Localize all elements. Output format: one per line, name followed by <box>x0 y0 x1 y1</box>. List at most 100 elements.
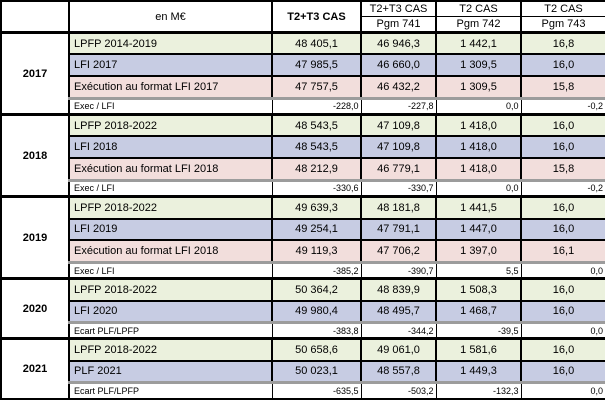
year-cell: 2021 <box>0 337 70 400</box>
row-label: LPFP 2014-2019 <box>68 31 273 56</box>
value-cell: 48 212,9 <box>271 157 362 182</box>
row-label: Exécution au format LFI 2018 <box>68 239 273 264</box>
year-cell: 2019 <box>0 195 70 280</box>
value-cell: -228,0 <box>271 96 362 116</box>
row-label: LPFP 2018-2022 <box>68 113 273 138</box>
value-cell: 16,0 <box>520 113 605 138</box>
row-label: Exécution au format LFI 2017 <box>68 75 273 100</box>
value-cell: -385,2 <box>271 260 362 280</box>
value-cell: 0,0 <box>435 96 522 116</box>
row-label: LFI 2020 <box>68 299 273 324</box>
table-row: 2017 LPFP 2014-2019 48 405,1 46 946,3 1 … <box>0 30 605 116</box>
value-cell: 1 418,0 <box>435 157 522 182</box>
value-cell: 1 468,7 <box>435 299 522 324</box>
value-cell: 47 109,8 <box>360 135 437 160</box>
row-label: Exec / LFI <box>68 96 273 116</box>
value-cell: 48 839,9 <box>360 277 437 302</box>
value-cell: 16,0 <box>520 195 605 220</box>
value-cell: -390,7 <box>360 260 437 280</box>
col-header-pgm743-line2: Pgm 743 <box>520 16 605 34</box>
col-header-pgm742-line1: T2 CAS <box>435 0 522 17</box>
value-cell: 16,0 <box>520 217 605 242</box>
table-row-delta: Ecart PLF/LPFP -635,5 -503,2 -132,3 0,0 <box>1 381 605 400</box>
value-cell: 15,8 <box>520 75 605 100</box>
corner-cell <box>0 0 70 34</box>
value-cell: 46 432,2 <box>360 75 437 100</box>
value-cell: 1 441,5 <box>435 195 522 220</box>
value-cell: -330,6 <box>271 178 362 198</box>
value-cell: 1 309,5 <box>435 53 522 78</box>
row-label: LPFP 2018-2022 <box>68 195 273 220</box>
table-row: 2018 LPFP 2018-2022 48 543,5 47 109,8 1 … <box>0 113 605 198</box>
value-cell: 49 254,1 <box>271 217 362 242</box>
value-cell: -330,7 <box>360 178 437 198</box>
value-cell: 47 706,2 <box>360 239 437 264</box>
value-cell: 1 418,0 <box>435 113 522 138</box>
value-cell: 16,0 <box>520 299 605 324</box>
row-label: LFI 2019 <box>68 217 273 242</box>
value-cell: 16,0 <box>520 135 605 160</box>
value-cell: 0,0 <box>435 178 522 198</box>
col-header-pgm741-line2: Pgm 741 <box>360 16 437 34</box>
value-cell: 5,5 <box>435 260 522 280</box>
value-cell: 16,0 <box>520 277 605 302</box>
value-cell: -132,3 <box>435 381 522 400</box>
value-cell: -39,5 <box>435 320 522 340</box>
col-header-t2t3-cas: T2+T3 CAS <box>271 0 362 34</box>
table-row-delta: Exec / LFI -330,6 -330,7 0,0 -0,2 <box>1 178 605 198</box>
value-cell: 47 757,5 <box>271 75 362 100</box>
row-label: LFI 2018 <box>68 135 273 160</box>
value-cell: 49 639,3 <box>271 195 362 220</box>
table-row-delta: Ecart PLF/LPFP -383,8 -344,2 -39,5 0,0 <box>1 320 605 340</box>
year-cell: 2017 <box>0 30 70 116</box>
value-cell: -227,8 <box>360 96 437 116</box>
value-cell: -0,2 <box>520 96 605 116</box>
year-cell: 2020 <box>0 277 70 340</box>
col-header-pgm741-line1: T2+T3 CAS <box>360 0 437 17</box>
value-cell: 50 658,6 <box>271 337 362 362</box>
row-label: Exec / LFI <box>68 178 273 198</box>
value-cell: 1 309,5 <box>435 75 522 100</box>
value-cell: 48 557,8 <box>360 359 437 384</box>
year-cell: 2018 <box>0 113 70 198</box>
value-cell: 16,0 <box>520 359 605 384</box>
row-label: LPFP 2018-2022 <box>68 337 273 362</box>
value-cell: 0,0 <box>520 320 605 340</box>
value-cell: 16,8 <box>520 31 605 56</box>
value-cell: 48 543,5 <box>271 135 362 160</box>
value-cell: 16,0 <box>520 53 605 78</box>
value-cell: 50 023,1 <box>271 359 362 384</box>
value-cell: 15,8 <box>520 157 605 182</box>
value-cell: 1 508,3 <box>435 277 522 302</box>
value-cell: 48 495,7 <box>360 299 437 324</box>
value-cell: 49 119,3 <box>271 239 362 264</box>
value-cell: 0,0 <box>520 260 605 280</box>
table-row: LFI 2019 49 254,1 47 791,1 1 447,0 16,0 <box>1 217 605 242</box>
value-cell: -635,5 <box>271 381 362 400</box>
table-row: LFI 2020 49 980,4 48 495,7 1 468,7 16,0 <box>1 299 605 324</box>
value-cell: 1 581,6 <box>435 337 522 362</box>
value-cell: 0,0 <box>520 381 605 400</box>
value-cell: 49 980,4 <box>271 299 362 324</box>
row-label: PLF 2021 <box>68 359 273 384</box>
table-row: 2021 LPFP 2018-2022 50 658,6 49 061,0 1 … <box>0 337 605 400</box>
table-row-delta: Exec / LFI -228,0 -227,8 0,0 -0,2 <box>1 96 605 116</box>
value-cell: 1 442,1 <box>435 31 522 56</box>
row-label: Exécution au format LFI 2018 <box>68 157 273 182</box>
table-row: 2019 LPFP 2018-2022 49 639,3 48 181,8 1 … <box>0 195 605 280</box>
value-cell: 47 791,1 <box>360 217 437 242</box>
value-cell: 46 660,0 <box>360 53 437 78</box>
unit-header: en M€ <box>68 0 273 34</box>
value-cell: 50 364,2 <box>271 277 362 302</box>
table-row-delta: Exec / LFI -385,2 -390,7 5,5 0,0 <box>1 260 605 280</box>
table-row: Exécution au format LFI 2018 48 212,9 46… <box>1 157 605 182</box>
value-cell: 47 109,8 <box>360 113 437 138</box>
value-cell: 46 779,1 <box>360 157 437 182</box>
value-cell: 48 405,1 <box>271 31 362 56</box>
row-label: Ecart PLF/LPFP <box>68 320 273 340</box>
value-cell: 47 985,5 <box>271 53 362 78</box>
value-cell: 49 061,0 <box>360 337 437 362</box>
value-cell: 1 447,0 <box>435 217 522 242</box>
value-cell: 16,1 <box>520 239 605 264</box>
